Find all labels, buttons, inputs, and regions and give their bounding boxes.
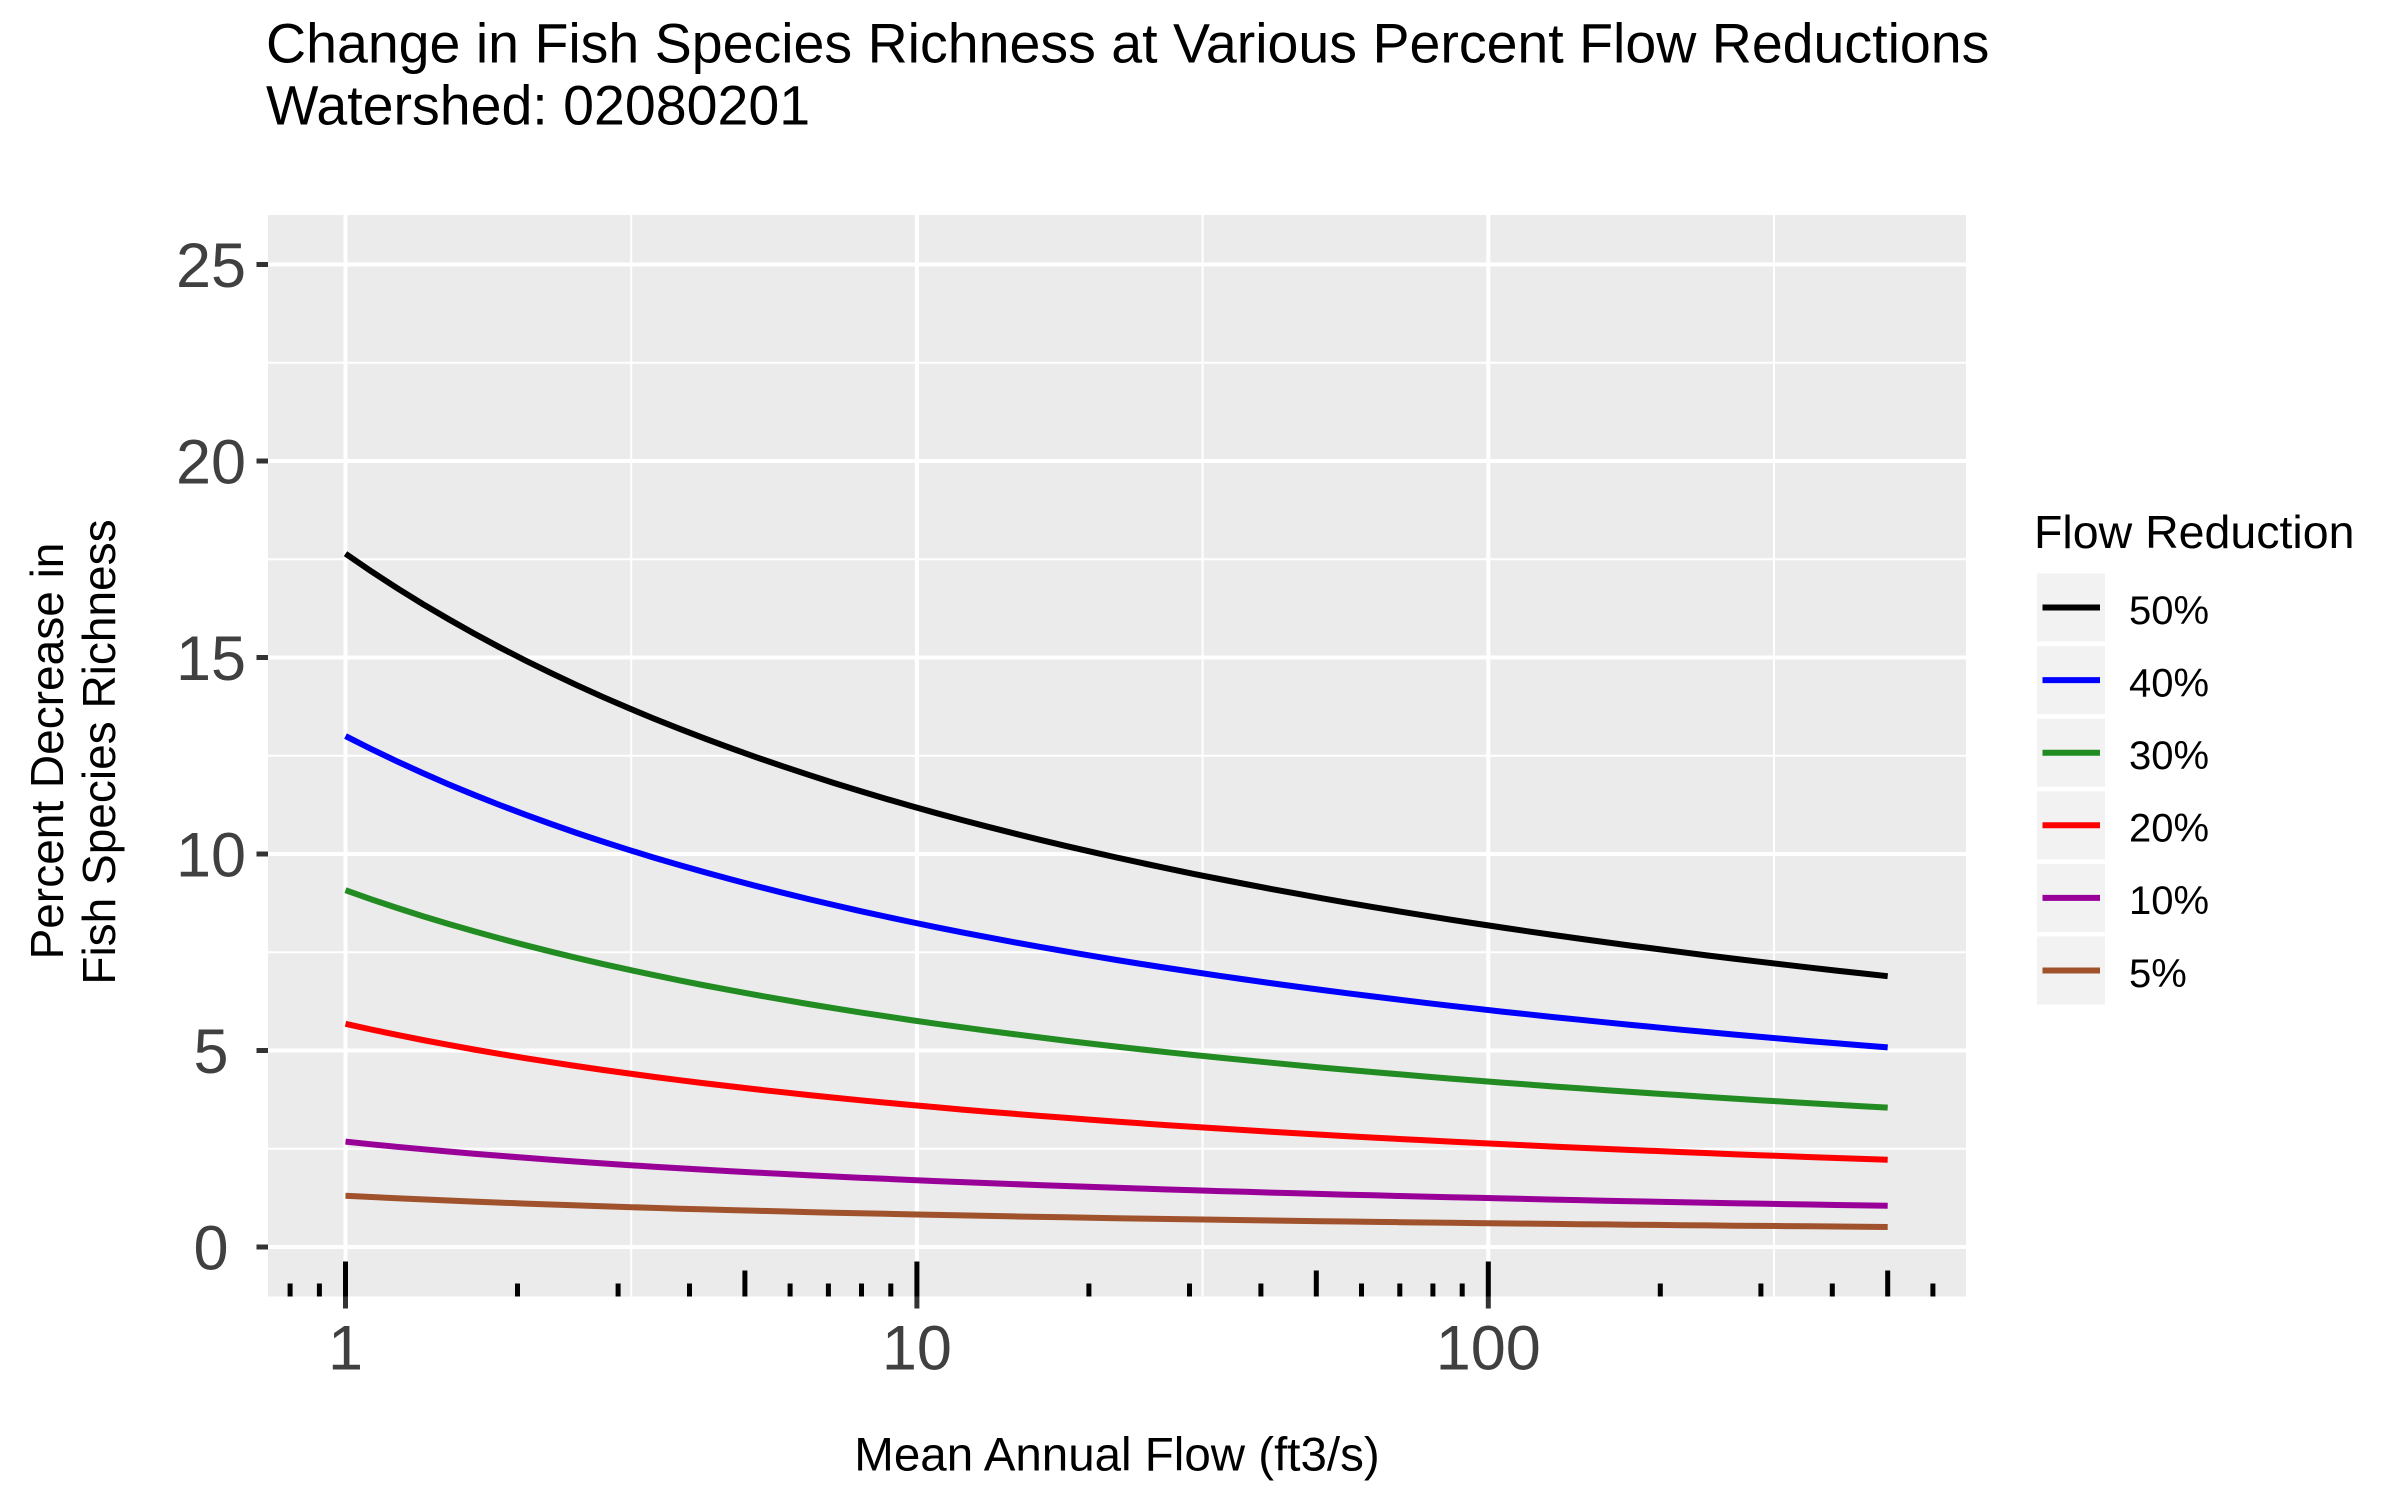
svg-text:0: 0 — [193, 1213, 228, 1283]
svg-text:Change in Fish Species Richnes: Change in Fish Species Richness at Vario… — [266, 13, 1989, 75]
svg-text:1: 1 — [328, 1314, 363, 1384]
svg-text:25: 25 — [176, 231, 246, 301]
svg-text:Mean Annual Flow (ft3/s): Mean Annual Flow (ft3/s) — [854, 1429, 1379, 1482]
svg-text:30%: 30% — [2129, 734, 2209, 778]
svg-text:Watershed: 02080201: Watershed: 02080201 — [266, 74, 810, 136]
svg-text:50%: 50% — [2129, 589, 2209, 633]
svg-text:Fish Species Richness: Fish Species Richness — [73, 519, 125, 984]
svg-text:15: 15 — [176, 624, 246, 694]
svg-text:Percent Decrease in: Percent Decrease in — [21, 543, 73, 960]
svg-text:40%: 40% — [2129, 661, 2209, 705]
svg-text:10: 10 — [176, 820, 246, 890]
svg-text:5: 5 — [193, 1017, 228, 1087]
svg-text:20%: 20% — [2129, 807, 2209, 851]
svg-text:20: 20 — [176, 427, 246, 497]
svg-text:100: 100 — [1436, 1314, 1541, 1384]
svg-text:10%: 10% — [2129, 879, 2209, 923]
svg-text:10: 10 — [882, 1314, 952, 1384]
svg-text:Flow Reduction: Flow Reduction — [2034, 506, 2354, 558]
svg-text:5%: 5% — [2129, 952, 2187, 996]
